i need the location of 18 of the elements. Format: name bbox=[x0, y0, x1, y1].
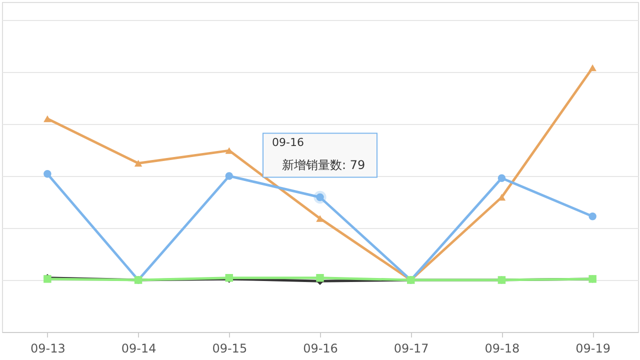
point bbox=[225, 172, 234, 180]
point bbox=[588, 64, 596, 72]
point bbox=[316, 274, 324, 282]
x-tick-label: 09-16 bbox=[303, 342, 338, 356]
x-tick-label: 09-17 bbox=[394, 342, 429, 356]
x-tick-label: 09-15 bbox=[212, 342, 248, 356]
point bbox=[44, 170, 52, 178]
point bbox=[588, 212, 596, 220]
x-tick-label: 09-18 bbox=[484, 342, 520, 356]
annotation: 新增销量数: 79 bbox=[282, 158, 366, 172]
point bbox=[44, 115, 52, 122]
x-tick-label: 09-13 bbox=[30, 342, 66, 356]
annotation: 09-16 bbox=[272, 136, 304, 150]
x-tick-label: 09-19 bbox=[576, 342, 611, 356]
point bbox=[316, 215, 324, 222]
point bbox=[134, 160, 142, 167]
x-tick-label: 09-14 bbox=[121, 342, 156, 356]
point bbox=[498, 174, 506, 182]
